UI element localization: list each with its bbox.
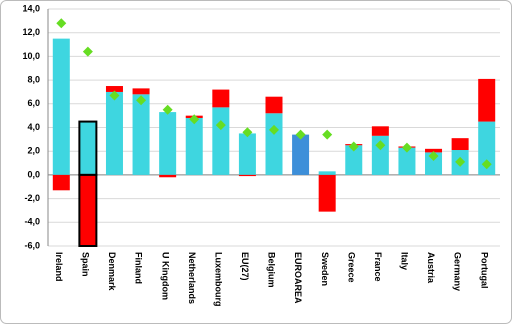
x-tick-label: Ireland <box>54 252 64 282</box>
x-tick-label: Greece <box>346 252 356 283</box>
bar-segment <box>78 173 98 247</box>
x-tick-label: Belgium <box>267 252 277 288</box>
marker <box>242 127 253 138</box>
x-tick-label: Austria <box>426 252 436 284</box>
marker <box>428 150 439 161</box>
bar-segment <box>212 89 230 108</box>
y-tick-label: 0,0 <box>27 169 40 179</box>
bar-segment <box>78 120 98 176</box>
bar-segment <box>238 133 256 175</box>
x-tick-label: Netherlands <box>187 252 197 304</box>
bar-segment <box>238 174 256 177</box>
marker <box>269 124 279 135</box>
y-tick-label: 6,0 <box>27 98 40 108</box>
marker <box>189 114 200 125</box>
marker <box>162 104 173 115</box>
bar-segment <box>425 152 443 175</box>
y-tick-label: 12,0 <box>22 27 40 37</box>
bar-segment <box>478 121 496 175</box>
x-tick-label: Luxembourg <box>213 252 223 307</box>
x-tick-label: U Kingdom <box>160 252 170 300</box>
y-tick-label: 8,0 <box>27 74 40 84</box>
bar-segment <box>212 107 230 175</box>
x-tick-label: Italy <box>400 252 410 270</box>
bar-segment <box>265 96 283 114</box>
y-tick-label: 4,0 <box>27 122 40 132</box>
bar-segment <box>371 126 389 136</box>
marker <box>348 141 359 152</box>
x-tick-label: Spain <box>81 252 91 277</box>
y-tick-label: -2,0 <box>24 193 40 203</box>
x-tick-label: France <box>373 252 383 282</box>
bar-segment <box>451 138 469 151</box>
bar-segment <box>105 86 123 92</box>
y-tick-label: 14,0 <box>22 3 40 13</box>
x-tick-label: Sweden <box>320 252 330 286</box>
x-tick-label: Denmark <box>107 252 117 292</box>
marker <box>455 156 466 167</box>
x-tick-label: EUROAREA <box>293 252 303 304</box>
marker <box>481 159 492 170</box>
marker <box>136 95 147 106</box>
x-tick-label: Portugal <box>479 252 489 289</box>
bar-segment <box>345 145 363 175</box>
bar-segment <box>105 91 123 175</box>
y-tick-label: -4,0 <box>24 217 40 227</box>
bar-segment <box>265 113 283 175</box>
x-tick-label: Finland <box>134 252 144 284</box>
y-tick-label: 10,0 <box>22 51 40 61</box>
bar-segment <box>52 38 70 175</box>
bar-segment <box>292 134 310 175</box>
marker <box>322 129 333 140</box>
marker <box>82 46 93 57</box>
bar-segment <box>52 174 70 191</box>
marker <box>56 18 67 29</box>
x-tick-label: EU(27) <box>240 252 250 281</box>
bar-segment <box>185 118 203 175</box>
bar-segment <box>132 94 150 175</box>
bar-segment <box>425 148 443 153</box>
marker <box>295 129 306 140</box>
bar-segment <box>132 88 150 95</box>
bar-segment <box>478 78 496 122</box>
bar-segment <box>159 174 177 178</box>
y-tick-label: -6,0 <box>24 240 40 250</box>
bar-segment <box>318 174 336 212</box>
marker <box>375 140 386 151</box>
y-tick-label: 2,0 <box>27 146 40 156</box>
bar-segment <box>159 112 177 175</box>
marker <box>215 120 226 131</box>
bar-segment <box>398 147 416 175</box>
marker <box>401 142 412 153</box>
x-tick-label: Germany <box>453 252 463 291</box>
bar-segment <box>318 171 336 175</box>
marker <box>109 90 120 101</box>
